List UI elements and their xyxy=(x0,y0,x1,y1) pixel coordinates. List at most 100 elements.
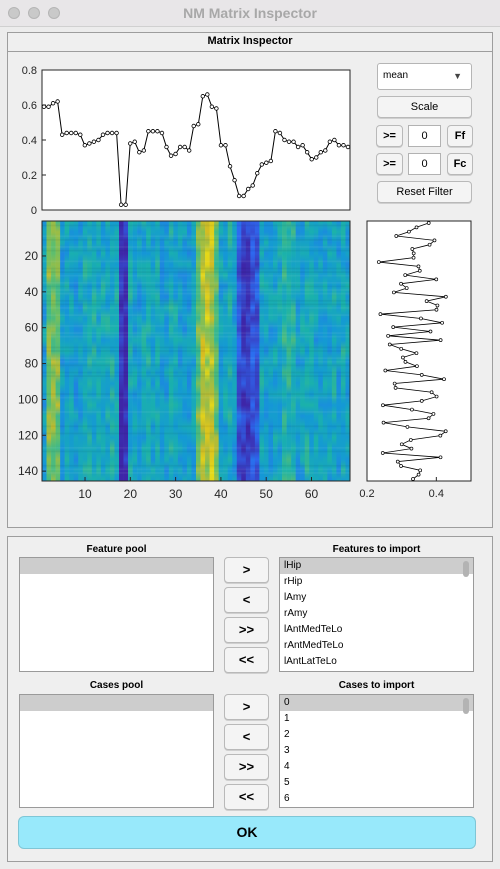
statistic-select[interactable]: mean ▼ xyxy=(377,63,472,90)
heatmap-row-band xyxy=(42,224,350,227)
case-filter-apply-button[interactable]: Fc xyxy=(447,153,473,175)
list-item[interactable]: 1 xyxy=(284,713,290,724)
feature-pool-list[interactable] xyxy=(19,557,214,672)
summary-data-point xyxy=(137,150,142,155)
feature-filter-operator-button[interactable]: >= xyxy=(376,125,403,147)
list-item[interactable]: rHip xyxy=(284,576,303,587)
list-item[interactable] xyxy=(20,695,213,711)
list-item[interactable]: rAntMedTeLo xyxy=(284,640,344,651)
summary-data-point xyxy=(46,104,51,109)
row-profile-data-point xyxy=(403,359,408,364)
summary-data-point xyxy=(300,143,305,148)
list-item[interactable]: 6 xyxy=(284,793,290,804)
heatmap-y-tick-label: 120 xyxy=(18,428,38,442)
cases-scrollbar[interactable] xyxy=(463,698,469,714)
heatmap-column xyxy=(55,221,61,481)
feature-pool-label: Feature pool xyxy=(86,544,147,555)
row-profile-data-point xyxy=(416,472,421,477)
summary-data-point xyxy=(123,202,128,207)
row-profile-data-point xyxy=(442,377,446,382)
list-item[interactable]: rAmy xyxy=(284,608,308,619)
row-profile-data-point xyxy=(419,316,423,321)
ok-button[interactable]: OK xyxy=(18,816,476,849)
list-item[interactable]: 0 xyxy=(280,695,473,711)
feature-filter-value-input[interactable]: 0 xyxy=(408,125,441,147)
row-profile-data-point xyxy=(395,459,400,464)
row-profile-data-point xyxy=(408,438,413,442)
add-case-button[interactable]: > xyxy=(224,694,269,720)
row-profile-data-point xyxy=(435,303,440,308)
matrix-inspector-title: Matrix Inspector xyxy=(207,35,293,47)
heatmap-column xyxy=(232,221,238,481)
summary-data-point xyxy=(78,132,83,137)
statistic-select-value: mean xyxy=(383,70,409,81)
heatmap-y-tick-label: 60 xyxy=(25,321,39,335)
features-to-import-list[interactable]: lHip rHip lAmy rAmy lAntMedTeLo rAntMedT… xyxy=(279,557,474,672)
heatmap-x-tick-label: 40 xyxy=(214,487,228,501)
summary-data-point xyxy=(236,193,242,199)
remove-case-button[interactable]: < xyxy=(224,724,269,750)
add-all-cases-button[interactable]: >> xyxy=(224,754,269,780)
window-title: NM Matrix Inspector xyxy=(183,5,317,21)
heatmap-column xyxy=(182,221,188,481)
summary-data-point xyxy=(268,158,274,164)
cases-to-import-list[interactable]: 0 1 2 3 4 5 6 xyxy=(279,694,474,808)
row-profile-data-point xyxy=(394,234,399,238)
case-filter-value-input[interactable]: 0 xyxy=(408,153,441,175)
heatmap-column xyxy=(291,221,296,481)
heatmap-column xyxy=(60,221,65,481)
zoom-window-button[interactable] xyxy=(48,7,60,19)
heatmap-column xyxy=(150,221,156,481)
summary-y-tick-label: 0.2 xyxy=(22,170,37,182)
list-item[interactable]: lAntMedTeLo xyxy=(284,624,343,635)
list-item[interactable]: 5 xyxy=(284,777,290,788)
charts-svg: 0 0.2 0.4 0.6 0.8 10 20 30 40 50 60 20 40 60 80 100 12… xyxy=(18,65,472,501)
row-profile-data-point xyxy=(393,386,398,390)
heatmap-x-tick-label: 20 xyxy=(124,487,138,501)
list-item[interactable]: lHip xyxy=(280,558,473,574)
list-item[interactable]: 2 xyxy=(284,729,290,740)
summary-data-point xyxy=(200,94,206,99)
features-scrollbar[interactable] xyxy=(463,561,469,577)
heatmap-row-band xyxy=(42,450,350,453)
list-item[interactable] xyxy=(20,558,213,574)
heatmap-column xyxy=(340,221,346,481)
heatmap-row-band xyxy=(42,446,350,449)
heatmap-row-band xyxy=(42,271,350,273)
row-profile-data-point xyxy=(419,373,424,377)
list-item[interactable]: 3 xyxy=(284,745,290,756)
heatmap-column xyxy=(73,221,79,481)
list-item[interactable]: lAntLatTeLo xyxy=(284,656,337,667)
heatmap-row-band xyxy=(42,468,350,471)
row-profile-data-point xyxy=(414,225,419,230)
remove-feature-button[interactable]: < xyxy=(224,587,269,613)
close-window-button[interactable] xyxy=(8,7,20,19)
case-filter-operator-button[interactable]: >= xyxy=(376,153,403,175)
row-profile-data-point xyxy=(432,238,437,243)
heatmap-column xyxy=(295,221,301,481)
list-item[interactable]: lAmy xyxy=(284,592,307,603)
summary-data-point xyxy=(223,143,228,148)
cases-pool-list[interactable] xyxy=(19,694,214,808)
row-profile-data-point xyxy=(429,390,434,395)
summary-data-point xyxy=(336,143,342,148)
matrix-heatmap[interactable]: 10 20 30 40 50 60 20 40 60 80 100 120 140 xyxy=(18,220,351,501)
feature-filter-apply-button[interactable]: Ff xyxy=(447,125,473,147)
remove-all-features-button[interactable]: << xyxy=(224,647,269,673)
summary-data-point xyxy=(118,202,124,207)
heatmap-row-band xyxy=(42,235,350,238)
row-profile-data-point xyxy=(438,455,443,460)
add-feature-button[interactable]: > xyxy=(224,557,269,583)
scale-button[interactable]: Scale xyxy=(377,96,472,118)
list-item[interactable]: 4 xyxy=(284,761,290,772)
heatmap-column xyxy=(64,221,70,481)
summary-data-point xyxy=(345,144,351,150)
minimize-window-button[interactable] xyxy=(28,7,40,19)
remove-all-cases-button[interactable]: << xyxy=(224,784,269,810)
heatmap-row-band xyxy=(42,357,350,360)
add-all-features-button[interactable]: >> xyxy=(224,617,269,643)
summary-data-point xyxy=(264,160,269,165)
summary-data-point xyxy=(168,153,174,158)
row-profile-data-point xyxy=(381,420,386,425)
reset-filter-button[interactable]: Reset Filter xyxy=(377,181,472,203)
